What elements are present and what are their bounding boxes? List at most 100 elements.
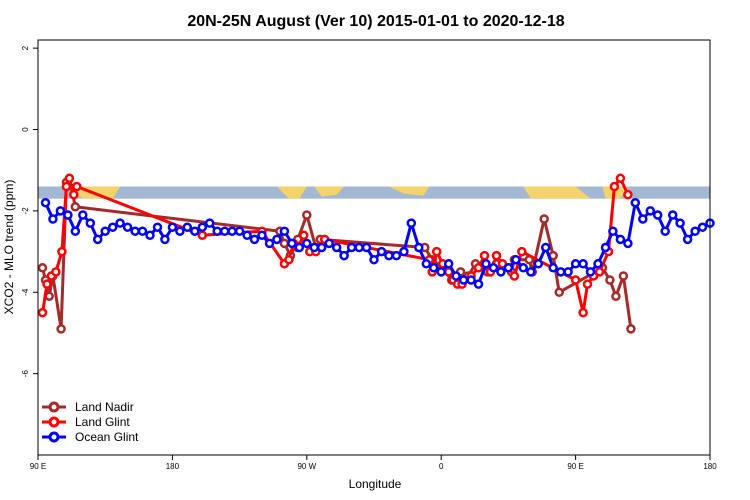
series-1-point (284, 254, 294, 265)
series-1-point (578, 307, 588, 318)
series-0-point (70, 202, 81, 212)
series-2-point (406, 218, 417, 228)
series-2-point (346, 242, 357, 253)
series-2-point (399, 246, 409, 257)
series-2-point (428, 263, 439, 273)
series-2-point (219, 226, 230, 236)
legend-marker-land-nadir (48, 401, 60, 413)
map-land-2 (314, 186, 345, 197)
series-0-point (279, 238, 290, 249)
y-tick-label: -2 (21, 207, 30, 215)
series-2-point (473, 279, 484, 289)
series-2-point (451, 271, 461, 281)
series-2-point (481, 259, 491, 269)
series-2-point (85, 218, 96, 228)
series-2-point (279, 226, 290, 236)
series-2-point (623, 238, 633, 249)
series-1-point (42, 279, 52, 289)
series-2-point (458, 275, 469, 285)
series-2-point (563, 267, 573, 277)
series-1-point (479, 250, 490, 261)
series-2-point (682, 234, 693, 245)
series-1-point (61, 181, 72, 192)
series-2-point (608, 226, 618, 236)
series-2-point (190, 226, 200, 236)
series-2-point (272, 234, 282, 245)
series-2-point (122, 222, 133, 232)
series-1-point (570, 275, 581, 285)
series-2-point (421, 259, 432, 269)
series-2-point (518, 263, 529, 273)
series-1-point (491, 250, 502, 261)
series-1-point (473, 263, 484, 273)
series-2-point (63, 210, 73, 220)
series-2-point (316, 242, 327, 253)
series-2-point (264, 238, 275, 249)
series-0-point (554, 287, 564, 298)
series-2-point (197, 222, 208, 232)
series-2-point (339, 250, 349, 261)
series-layer (37, 173, 715, 334)
series-1-point (197, 230, 208, 241)
series-2-point (324, 238, 334, 249)
series-2-point (414, 242, 424, 253)
y-tick-label: -6 (21, 370, 30, 378)
series-1-point (509, 271, 520, 281)
series-1-point (431, 246, 442, 257)
legend-marker-ocean-glint (48, 431, 60, 443)
x-tick-label: 90 W (297, 462, 316, 471)
series-1-point (69, 189, 79, 200)
series-2-point (697, 222, 708, 232)
series-2-point (585, 267, 596, 277)
series-2-point (376, 246, 387, 257)
x-tick-label: 90 E (30, 462, 46, 471)
x-tick-label: 90 E (567, 462, 583, 471)
chart-title: 20N-25N August (Ver 10) 2015-01-01 to 20… (187, 13, 564, 30)
series-2-point (175, 226, 185, 236)
series-1-point (582, 279, 593, 289)
series-2-point (331, 242, 342, 253)
legend-label-ocean-glint: Ocean Glint (75, 430, 139, 444)
series-2-point (212, 226, 222, 236)
series-2-point (443, 259, 454, 269)
series-2-point (182, 222, 193, 232)
series-2-point (302, 238, 312, 249)
series-2-point (354, 242, 364, 253)
series-1-point (594, 267, 605, 277)
series-2-point (555, 267, 566, 277)
series-2-point (690, 226, 700, 236)
series-1-point (299, 230, 309, 241)
series-2-point (652, 210, 663, 220)
series-2-point (70, 226, 81, 236)
series-2-point (55, 206, 66, 216)
series-2-point (309, 242, 320, 253)
series-2-point (242, 230, 252, 241)
series-0-point (539, 214, 549, 224)
series-2-point (675, 218, 685, 228)
series-2-point (496, 267, 506, 277)
x-axis-label: Longitude (349, 477, 402, 491)
series-2-point (137, 226, 148, 236)
series-2-point (533, 259, 544, 269)
series-2-point (600, 242, 611, 253)
series-1-point (609, 181, 620, 192)
series-1-point (72, 181, 82, 192)
series-2-point (361, 242, 372, 253)
series-2-point (570, 259, 581, 269)
legend-marker-land-glint (48, 416, 60, 428)
series-2-point (145, 230, 155, 241)
world-map-band (38, 186, 710, 199)
series-2-point (48, 214, 58, 224)
series-2-point (294, 242, 305, 253)
series-2-point (78, 210, 88, 220)
series-2-point (503, 263, 514, 273)
series-2-point (391, 250, 402, 261)
y-tick-label: -4 (21, 288, 30, 296)
series-0-point (611, 291, 621, 302)
y-tick-label: 2 (21, 45, 30, 50)
series-0-point (618, 271, 629, 281)
series-1-point (57, 246, 67, 257)
series-2-point (167, 222, 178, 232)
series-2-point (160, 234, 170, 245)
series-2-point (488, 263, 499, 273)
